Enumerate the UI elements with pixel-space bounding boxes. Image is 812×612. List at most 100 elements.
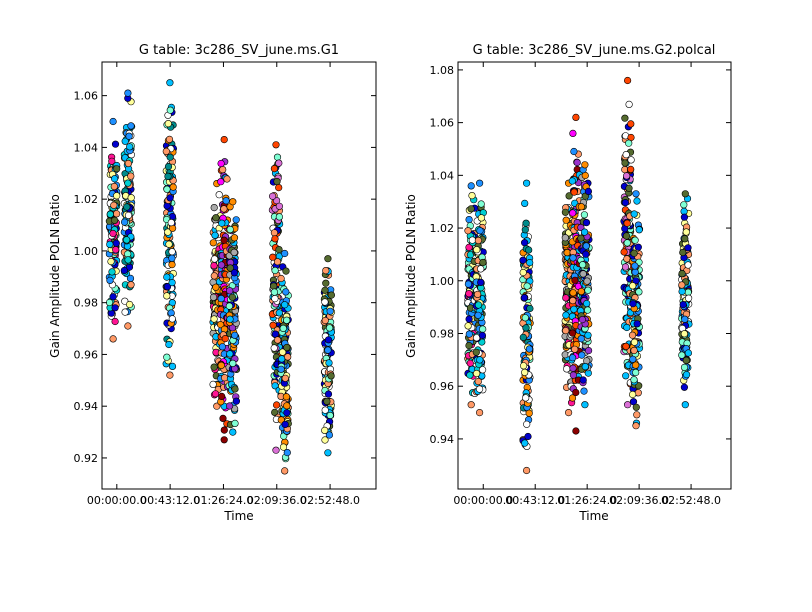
data-point (627, 120, 635, 128)
scan-cluster (561, 179, 576, 417)
data-point (269, 192, 277, 200)
data-point (684, 244, 692, 252)
scan-cluster (162, 79, 177, 379)
data-point (562, 216, 570, 224)
data-point (226, 287, 234, 295)
y-tick-label: 0.96 (74, 348, 99, 361)
data-point (525, 345, 533, 353)
data-point (519, 333, 527, 342)
scan-cluster (628, 190, 644, 430)
data-point (124, 211, 133, 219)
data-point (232, 216, 240, 224)
data-point (163, 273, 171, 281)
data-point (524, 432, 532, 441)
data-point (571, 345, 579, 353)
data-point (321, 286, 329, 294)
data-point (327, 372, 335, 380)
data-point (281, 374, 289, 382)
data-point (282, 393, 290, 401)
data-point (113, 165, 121, 173)
data-point (631, 236, 639, 244)
data-point (274, 336, 282, 344)
data-point (127, 194, 135, 202)
data-point (326, 307, 334, 315)
data-point (325, 431, 333, 439)
data-point (209, 380, 217, 389)
data-point (219, 165, 227, 174)
data-point (635, 226, 643, 234)
data-point (231, 419, 239, 428)
data-point (521, 439, 529, 447)
data-point (467, 401, 475, 409)
data-point (164, 172, 172, 180)
data-point (325, 359, 333, 367)
data-point (581, 161, 589, 169)
data-point (123, 236, 131, 244)
data-point (275, 183, 283, 192)
data-point (326, 324, 334, 332)
data-point (624, 76, 632, 85)
data-point (278, 355, 286, 363)
scan-cluster (472, 179, 487, 417)
data-point (215, 191, 223, 199)
panel-g1: G table: 3c286_SV_june.ms.G1 0.920.940.9… (48, 43, 377, 523)
data-point (635, 382, 643, 390)
data-point (107, 257, 115, 266)
data-point (684, 261, 692, 269)
data-point (570, 188, 578, 196)
data-point (169, 183, 177, 191)
data-point (630, 376, 638, 384)
data-point (682, 228, 690, 236)
data-point (226, 350, 234, 358)
data-point (218, 392, 226, 401)
data-point (321, 298, 329, 306)
data-point (623, 172, 631, 180)
scan-cluster (678, 190, 693, 409)
data-point (217, 295, 225, 303)
data-point (210, 363, 218, 371)
data-point (210, 315, 218, 323)
data-point (167, 219, 175, 227)
x-tick-label: 02:09:36.0 (609, 494, 669, 507)
data-point (478, 331, 487, 340)
data-point (164, 119, 172, 128)
data-point (217, 159, 225, 168)
data-point (579, 270, 587, 278)
data-point (680, 383, 688, 391)
data-point (326, 411, 334, 420)
data-point (281, 301, 289, 309)
data-point (573, 158, 581, 167)
data-point (627, 165, 635, 173)
data-point (271, 295, 279, 303)
data-point (283, 343, 291, 352)
data-point (568, 394, 577, 402)
data-point (270, 229, 278, 237)
data-point (628, 331, 637, 339)
scan-cluster (519, 179, 534, 475)
data-point (271, 235, 279, 243)
data-point (112, 239, 120, 247)
data-point (225, 302, 233, 310)
x-axis-label: Time (578, 509, 608, 523)
data-point (563, 249, 571, 257)
data-point (584, 331, 592, 339)
data-point (632, 361, 640, 369)
data-point (584, 286, 592, 294)
data-point (275, 213, 283, 221)
data-point (476, 356, 484, 364)
x-tick-label: 01:26:24.0 (193, 494, 253, 507)
scatter-points (464, 76, 693, 475)
data-point (269, 253, 277, 261)
data-point (220, 374, 229, 382)
data-point (468, 236, 476, 244)
data-point (678, 270, 686, 278)
data-point (212, 283, 220, 291)
data-point (322, 267, 330, 275)
data-point (565, 192, 573, 200)
data-point (623, 219, 631, 227)
data-point (633, 411, 641, 419)
data-point (678, 281, 686, 289)
data-point (678, 287, 686, 296)
data-point (525, 246, 533, 254)
data-point (112, 246, 120, 254)
